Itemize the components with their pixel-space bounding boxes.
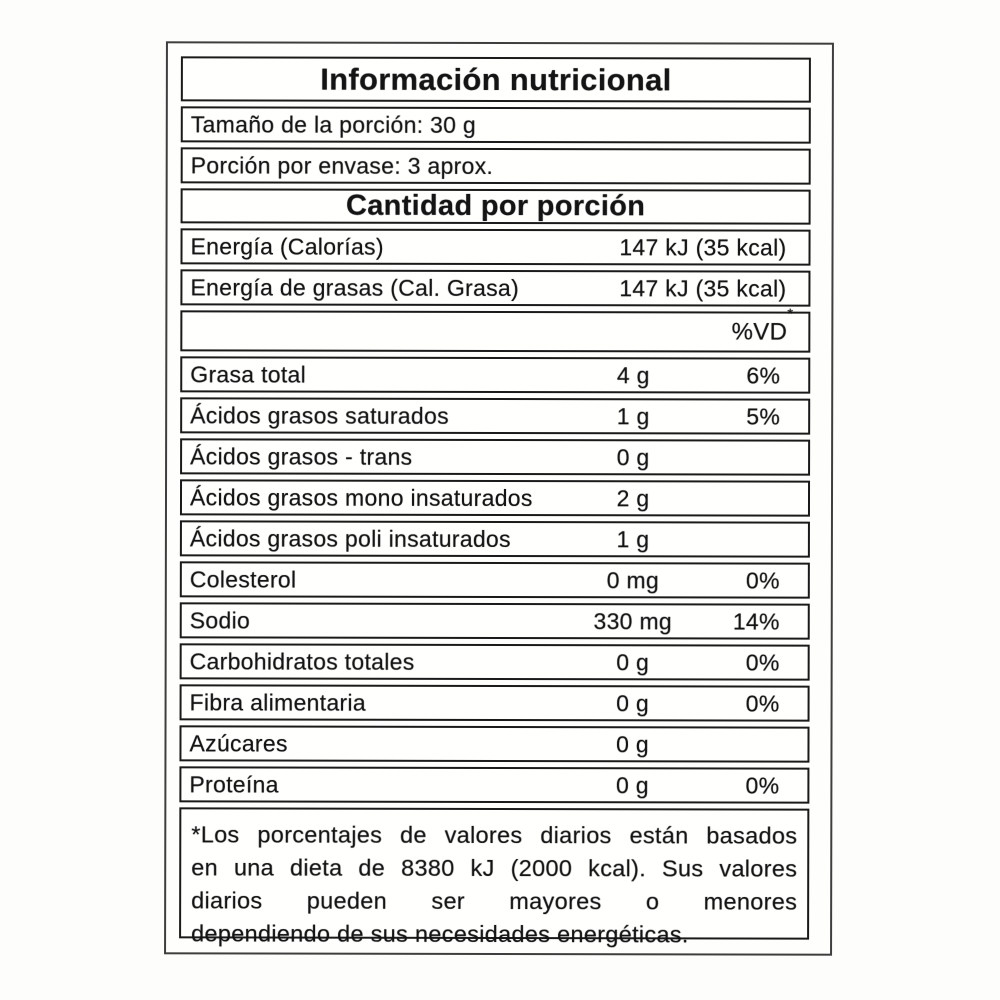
nutrient-name: Ácidos grasos saturados [190, 401, 449, 429]
servings-per-container-row: Porción por envase: 3 aprox. [180, 147, 811, 185]
footnote-line: *Los porcentajes de valores diarios está… [191, 821, 798, 849]
row-azucares: Azúcares 0 g [179, 725, 810, 763]
row-proteina: Proteína 0 g 0% [179, 766, 810, 804]
row-sodio: Sodio 330 mg 14% [179, 602, 810, 640]
nutrient-name: Proteína [189, 770, 279, 798]
daily-value-header-row: %VD* [180, 305, 811, 353]
energy-row: Energía (Calorías) 147 kJ (35 kcal) [180, 228, 811, 266]
energy-from-fat-row: Energía de grasas (Cal. Grasa) 147 kJ (3… [180, 269, 811, 307]
row-grasos-trans: Ácidos grasos - trans 0 g [180, 438, 811, 476]
nutrient-value: 330 mg [593, 607, 673, 634]
nutrient-dv: 14% [732, 607, 780, 635]
serving-size-text: Tamaño de la porción: 30 g [190, 110, 477, 138]
nutrient-name: Fibra alimentaria [189, 688, 366, 716]
row-grasos-saturados: Ácidos grasos saturados 1 g 5% [180, 397, 811, 435]
daily-value-header: %VD* [731, 305, 794, 346]
footnote-line: diarios pueden ser mayores o menores [191, 887, 798, 915]
nutrient-value: 0 g [616, 730, 649, 757]
amount-per-serving-header: Cantidad por porción [345, 189, 646, 223]
nutrient-dv: 0% [745, 690, 780, 717]
energy-from-fat-label: Energía de grasas (Cal. Grasa) [190, 273, 520, 301]
nutrient-name: Ácidos grasos - trans [190, 442, 413, 470]
label-title-row: Información nutricional [180, 56, 811, 103]
nutrient-value: 0 g [616, 648, 650, 675]
amount-per-serving-header-row: Cantidad por porción [180, 188, 811, 225]
nutrient-name: Azúcares [189, 729, 288, 757]
nutrient-dv: 6% [746, 362, 781, 389]
nutrient-name: Grasa total [190, 360, 307, 388]
nutrient-value: 0 g [615, 771, 649, 798]
energy-label: Energía (Calorías) [190, 232, 384, 260]
nutrient-name: Colesterol [189, 565, 297, 593]
nutrient-value: 4 g [616, 361, 650, 388]
nutrient-value: 0 mg [606, 566, 660, 593]
footnote-line: en una dieta de 8380 kJ (2000 kcal). Sus… [191, 854, 798, 882]
nutrient-dv: 0% [745, 649, 780, 676]
row-colesterol: Colesterol 0 mg 0% [179, 561, 810, 599]
nutrient-dv: 5% [746, 403, 781, 430]
nutrient-name: Sodio [189, 606, 251, 633]
nutrient-value: 1 g [616, 402, 650, 429]
servings-per-container-text: Porción por envase: 3 aprox. [190, 151, 494, 179]
row-grasos-poli-insaturados: Ácidos grasos poli insaturados 1 g [179, 520, 810, 558]
nutrient-name: Ácidos grasos mono insaturados [189, 483, 533, 511]
nutrient-dv: 0% [745, 567, 780, 594]
serving-size-row: Tamaño de la porción: 30 g [180, 106, 811, 144]
nutrition-label: Información nutricional Tamaño de la por… [164, 41, 834, 956]
nutrient-value: 2 g [616, 484, 650, 511]
label-title: Información nutricional [320, 61, 672, 97]
nutrient-name: Ácidos grasos poli insaturados [189, 524, 511, 552]
nutrient-value: 0 g [616, 443, 650, 470]
energy-from-fat-value: 147 kJ (35 kcal) [619, 274, 787, 302]
nutrient-value: 1 g [616, 525, 650, 552]
row-grasos-mono-insaturados: Ácidos grasos mono insaturados 2 g [179, 479, 811, 517]
nutrient-value: 0 g [616, 689, 650, 716]
row-grasa-total: Grasa total 4 g 6% [180, 356, 811, 394]
footnote-line: dependiendo de sus necesidades energétic… [191, 920, 689, 948]
nutrient-dv: 0% [745, 772, 780, 799]
nutrient-name: Carbohidratos totales [189, 647, 415, 675]
daily-value-asterisk: * [787, 305, 794, 323]
footnote-box: *Los porcentajes de valores diarios está… [179, 807, 810, 947]
scan-smudge [914, 622, 940, 640]
energy-value: 147 kJ (35 kcal) [619, 233, 787, 261]
row-fibra-alimentaria: Fibra alimentaria 0 g 0% [179, 684, 810, 722]
row-carbohidratos-totales: Carbohidratos totales 0 g 0% [179, 643, 810, 681]
